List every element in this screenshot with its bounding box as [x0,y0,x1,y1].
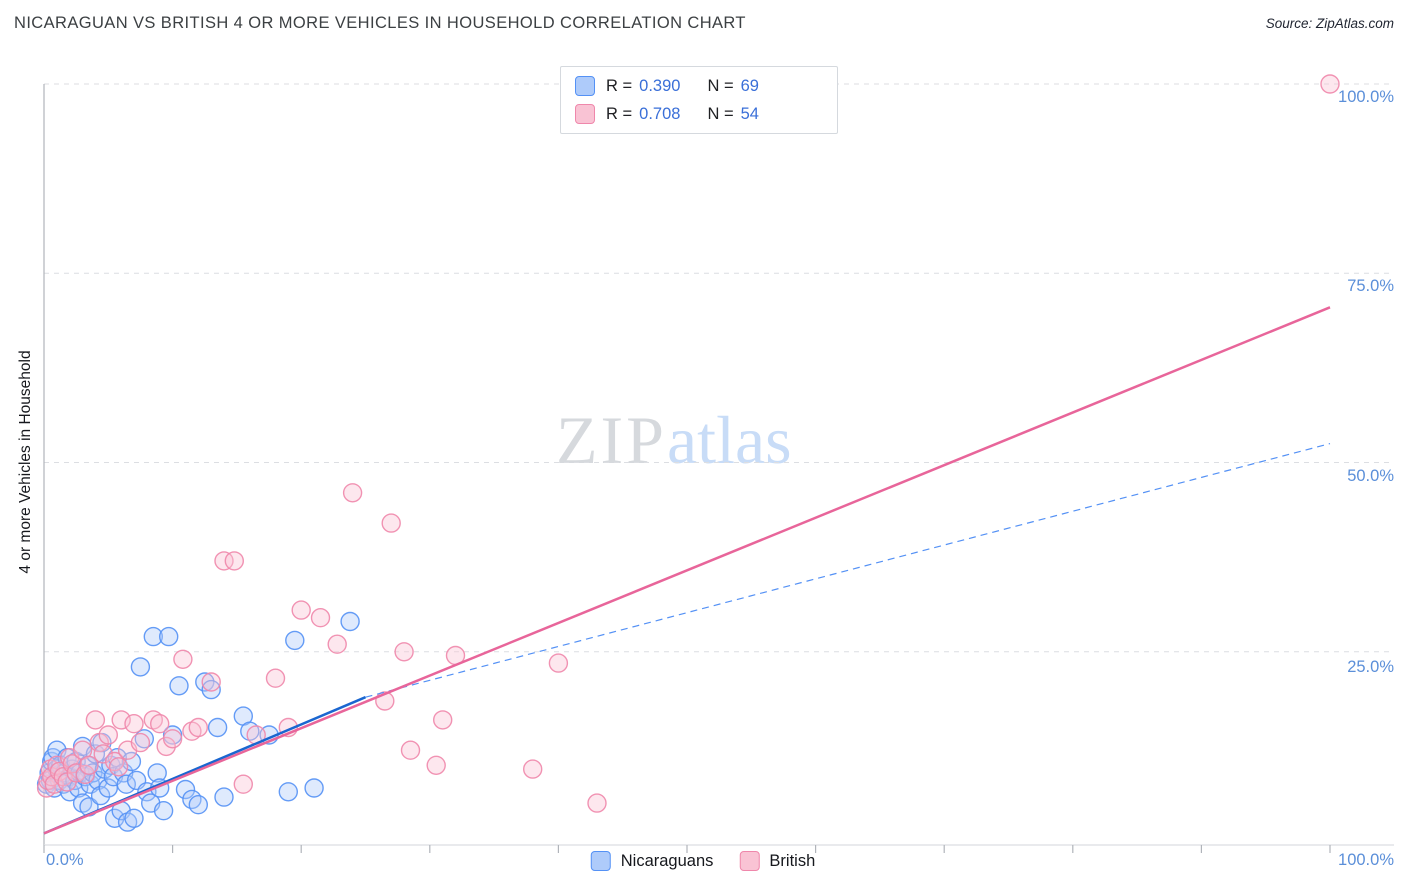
x-tick-100: 100.0% [1338,851,1394,869]
x-tick-0: 0.0% [46,851,84,869]
y-axis-title: 4 or more Vehicles in Household [17,350,34,574]
legend-item-nicaraguans: Nicaraguans [590,851,714,871]
nicaraguans-swatch [575,76,595,96]
legend-row-british: R = 0.708 N = 54 [575,104,823,124]
legend-item-british: British [739,851,815,871]
r-value-british: 0.708 [639,104,681,123]
n-value-nicaraguans: 69 [740,76,759,95]
british-swatch [575,104,595,124]
r-label-british: R = [606,104,633,123]
nicaraguans-legend-swatch [590,851,611,871]
british-legend-swatch [739,851,760,871]
correlation-legend: R = 0.390 N = 69 R = 0.708 N = 54 [560,66,838,134]
y-tick-100: 100.0% [1338,88,1394,106]
source-attribution: Source: ZipAtlas.com [1265,16,1394,31]
y-tick-25: 25.0% [1347,658,1394,676]
y-tick-75: 75.0% [1347,277,1394,295]
page-title: NICARAGUAN VS BRITISH 4 OR MORE VEHICLES… [14,14,746,32]
nicaraguans-legend-label: Nicaraguans [620,851,714,870]
n-label-nicaraguans: N = [707,76,734,95]
series-legend: Nicaraguans British [590,851,815,871]
legend-row-nicaraguans: R = 0.390 N = 69 [575,76,823,96]
y-tick-50: 50.0% [1347,467,1394,485]
british-legend-label: British [769,851,816,870]
r-value-nicaraguans: 0.390 [639,76,681,95]
n-value-british: 54 [740,104,759,123]
n-label-british: N = [707,104,734,123]
r-label-nicaraguans: R = [606,76,633,95]
